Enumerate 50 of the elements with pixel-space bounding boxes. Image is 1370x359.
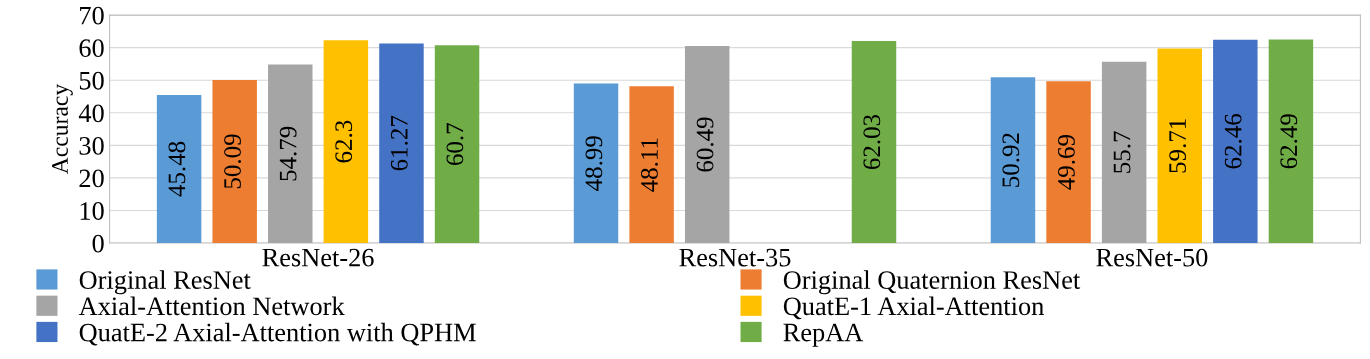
legend-label: RepAA: [783, 323, 864, 347]
bar: [1268, 39, 1314, 244]
data-label: 59.71: [1169, 119, 1187, 173]
y-tick-label: 40: [78, 104, 104, 123]
data-label: 62.3: [335, 120, 353, 163]
legend-label: Original ResNet: [79, 270, 251, 295]
legend-label: QuatE-2 Axial-Attention with QPHM: [79, 322, 476, 346]
data-label: 54.79: [279, 126, 297, 181]
bar: [323, 40, 369, 244]
x-tick-label: ResNet-26: [262, 248, 374, 267]
legend-label: QuatE-1 Axial-Attention: [783, 296, 1044, 320]
data-label: 61.27: [390, 115, 408, 171]
data-label: 60.7: [446, 123, 464, 165]
bar: [1101, 61, 1147, 244]
data-label: 60.49: [696, 117, 714, 172]
bar: [212, 79, 257, 244]
data-label: 48.11: [641, 138, 658, 192]
bar: [1157, 48, 1202, 244]
y-tick-label: 70: [80, 6, 104, 25]
data-label: 49.69: [1058, 135, 1075, 190]
bar: [851, 41, 897, 244]
y-axis-title: Accuracy: [52, 83, 73, 175]
data-label: 50.09: [224, 134, 242, 189]
data-label: 50.92: [1002, 133, 1020, 187]
data-label: 62.46: [1224, 113, 1242, 169]
bar: [156, 94, 202, 244]
bar: [1046, 81, 1091, 244]
y-tick-label: 0: [92, 234, 104, 253]
y-tick-label: 30: [79, 136, 104, 155]
bar: [1213, 39, 1258, 244]
legend-label: Axial-Attention Network: [78, 296, 345, 316]
bar: [684, 46, 730, 244]
x-tick-label: ResNet-35: [679, 248, 791, 267]
y-tick-label: 20: [79, 169, 104, 188]
bar: [573, 83, 619, 244]
y-tick-label: 50: [79, 71, 104, 90]
bar: [434, 45, 480, 244]
bar: [268, 64, 313, 244]
data-label: 48.99: [585, 136, 603, 191]
y-tick-label: 60: [79, 39, 104, 58]
bar: [990, 77, 1036, 244]
data-label: 55.7: [1113, 131, 1131, 173]
legend-label: Original Quaternion ResNet: [783, 270, 1081, 295]
data-label: 45.48: [168, 141, 186, 197]
bar: [629, 86, 674, 244]
data-label: 62.03: [863, 114, 881, 170]
bar: [379, 43, 424, 244]
x-tick-label: ResNet-50: [1096, 248, 1208, 267]
y-tick-label: 10: [80, 202, 104, 220]
data-label: 62.49: [1280, 114, 1298, 169]
